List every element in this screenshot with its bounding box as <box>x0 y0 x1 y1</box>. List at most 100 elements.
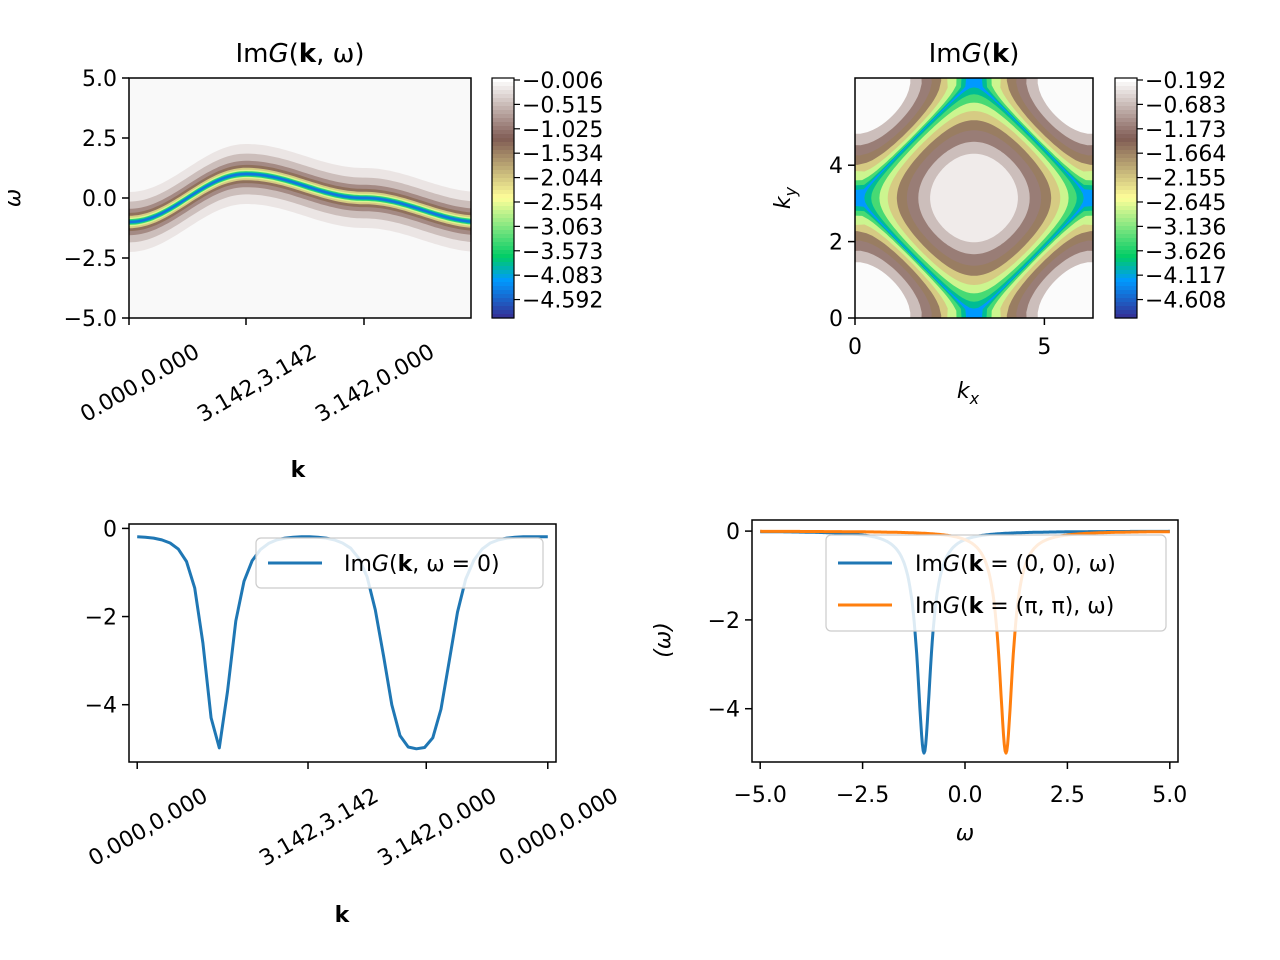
panel2-colorbar-segment <box>1115 234 1137 239</box>
panel1-colorbar-segment <box>492 230 514 235</box>
panel1-ytick-label: 2.5 <box>82 127 117 152</box>
panel2-colorbar-segment <box>1115 90 1137 95</box>
panel3-xtick-label: 0.000,0.000 <box>495 784 623 872</box>
panel1-xlabel: k <box>291 458 307 483</box>
panel2-colorbar-segment <box>1115 198 1137 203</box>
panel4-legend-label-1: ImG(k = (π, π), ω) <box>915 594 1114 619</box>
panel3-ytick-label: 0 <box>103 517 117 542</box>
panel1-colorbar-segment <box>492 126 514 131</box>
panel1-colorbar-segment <box>492 106 514 111</box>
panel1-colorbar-segment <box>492 238 514 243</box>
panel3-ytick-label: −4 <box>85 694 117 719</box>
panel2-colorbar-segment <box>1115 314 1137 319</box>
panel1-colorbar-segment <box>492 194 514 199</box>
panel1-colorbar-segment <box>492 182 514 187</box>
panel3-ytick-label: −2 <box>85 606 117 631</box>
panel2-colorbar-segment <box>1115 206 1137 211</box>
panel1-colorbar-segment <box>492 150 514 155</box>
panel1-contour-band <box>129 171 471 225</box>
panel2-colorbar-segment <box>1115 226 1137 231</box>
panel2-colorbar-segment <box>1115 258 1137 263</box>
panel1-colorbar-segment <box>492 206 514 211</box>
panel1-colorbar-segment <box>492 234 514 239</box>
panel2-colorbar-label: −3.626 <box>1145 240 1226 265</box>
panel1-colorbar-segment <box>492 310 514 315</box>
panel3-x-axis: 0.000,0.000 3.142,3.1423.142,0.0000.000,0… <box>85 762 623 872</box>
panel1-colorbar-segment <box>492 250 514 255</box>
panel2-ytick-label: 4 <box>829 154 843 179</box>
panel2-colorbar-segment <box>1115 122 1137 127</box>
panel4-xtick-label: 5.0 <box>1152 783 1187 808</box>
panel1-colorbar-segment <box>492 302 514 307</box>
panel2-colorbar-segment <box>1115 250 1137 255</box>
panel3-y-axis: 0 −2 −4 <box>85 517 129 719</box>
panel1-colorbar-segment <box>492 78 514 83</box>
panel1-colorbar-segment <box>492 162 514 167</box>
panel1-colorbar: −0.006−0.515−1.025−1.534−2.044−2.554−3.0… <box>491 69 603 319</box>
panel2-colorbar-segment <box>1115 138 1137 143</box>
panel3-frame <box>128 523 557 763</box>
panel1-colorbar-segment <box>492 278 514 283</box>
panel4-ylabel: (ω) <box>651 622 676 658</box>
panel2-colorbar-segment <box>1115 238 1137 243</box>
panel2-ylabel: ky <box>771 186 800 209</box>
panel2-colorbar-frame <box>1114 77 1138 319</box>
panel4-xlabel: ω <box>956 821 974 846</box>
panel1-y-axis: 5.0 2.5 0.0 −2.5 −5.0 <box>64 67 129 332</box>
panel2-colorbar-segment <box>1115 266 1137 271</box>
panel1-colorbar-label: −1.025 <box>522 118 603 143</box>
panel1-colorbar-segment <box>492 178 514 183</box>
panel4-legend-label-0: ImG(k = (0, 0), ω) <box>915 552 1116 577</box>
panel1-colorbar-segment <box>492 114 514 119</box>
panel1-colorbar-segment <box>492 90 514 95</box>
panel2-colorbar-segment <box>1115 182 1137 187</box>
panel1-colorbar-label: −3.063 <box>522 215 603 240</box>
panel2-colorbar-label: −4.117 <box>1145 264 1226 289</box>
panel-spectral-k-omega: ImG(k, ω) 5.02.50.0−2.5−5.0 0.000,0.0003… <box>1 39 603 483</box>
panel1-colorbar-segment <box>492 138 514 143</box>
panel1-colorbar-segment <box>492 118 514 123</box>
panel2-colorbar-label: −1.173 <box>1145 118 1226 143</box>
panel1-colorbar-segment <box>492 262 514 267</box>
panel2-contours <box>855 78 1093 318</box>
panel1-colorbar-segment <box>492 102 514 107</box>
panel1-ylabel: ω <box>1 189 26 207</box>
panel1-ytick-label: −2.5 <box>64 247 117 272</box>
panel1-colorbar-segment <box>492 242 514 247</box>
panel2-colorbar-segment <box>1115 154 1137 159</box>
panel1-colorbar-segment <box>492 202 514 207</box>
panel2-colorbar-segment <box>1115 170 1137 175</box>
panel1-contours <box>129 144 471 252</box>
panel1-xtick-label: 3.142,0.000 <box>311 340 439 428</box>
panel2-colorbar-segment <box>1115 230 1137 235</box>
panel4-xtick-label: 2.5 <box>1050 783 1085 808</box>
panel3-xlabel: k <box>335 903 351 928</box>
panel2-colorbar-label: −3.136 <box>1145 215 1226 240</box>
panel2-colorbar-segment <box>1115 142 1137 147</box>
panel1-colorbar-segment <box>492 214 514 219</box>
panel2-colorbar-segment <box>1115 178 1137 183</box>
panel2-colorbar-segment <box>1115 102 1137 107</box>
panel2-xtick-label: 0 <box>848 335 862 360</box>
panel1-ytick-label: 0.0 <box>82 187 117 212</box>
panel2-colorbar-segment <box>1115 222 1137 227</box>
panel1-colorbar-segment <box>492 130 514 135</box>
panel1-colorbar-segment <box>492 158 514 163</box>
panel2-colorbar-segment <box>1115 186 1137 191</box>
panel4-x-axis: −5.0 −2.5 0.0 2.5 5.0 <box>733 762 1187 808</box>
panel2-colorbar-segment <box>1115 114 1137 119</box>
panel1-colorbar-segment <box>492 166 514 171</box>
panel1-colorbar-segment <box>492 298 514 303</box>
panel2-xlabel: kx <box>957 379 980 408</box>
panel2-contour-band <box>930 153 1018 243</box>
panel2-colorbar-segment <box>1115 262 1137 267</box>
panel2-colorbar-label: −4.608 <box>1145 289 1226 314</box>
panel2-colorbar-segment <box>1115 78 1137 83</box>
panel2-colorbar-segment <box>1115 110 1137 115</box>
panel1-colorbar-segment <box>492 122 514 127</box>
panel2-colorbar-segment <box>1115 162 1137 167</box>
panel2-colorbar-segment <box>1115 306 1137 311</box>
panel2-colorbar-segment <box>1115 286 1137 291</box>
panel2-frame <box>854 77 1094 319</box>
